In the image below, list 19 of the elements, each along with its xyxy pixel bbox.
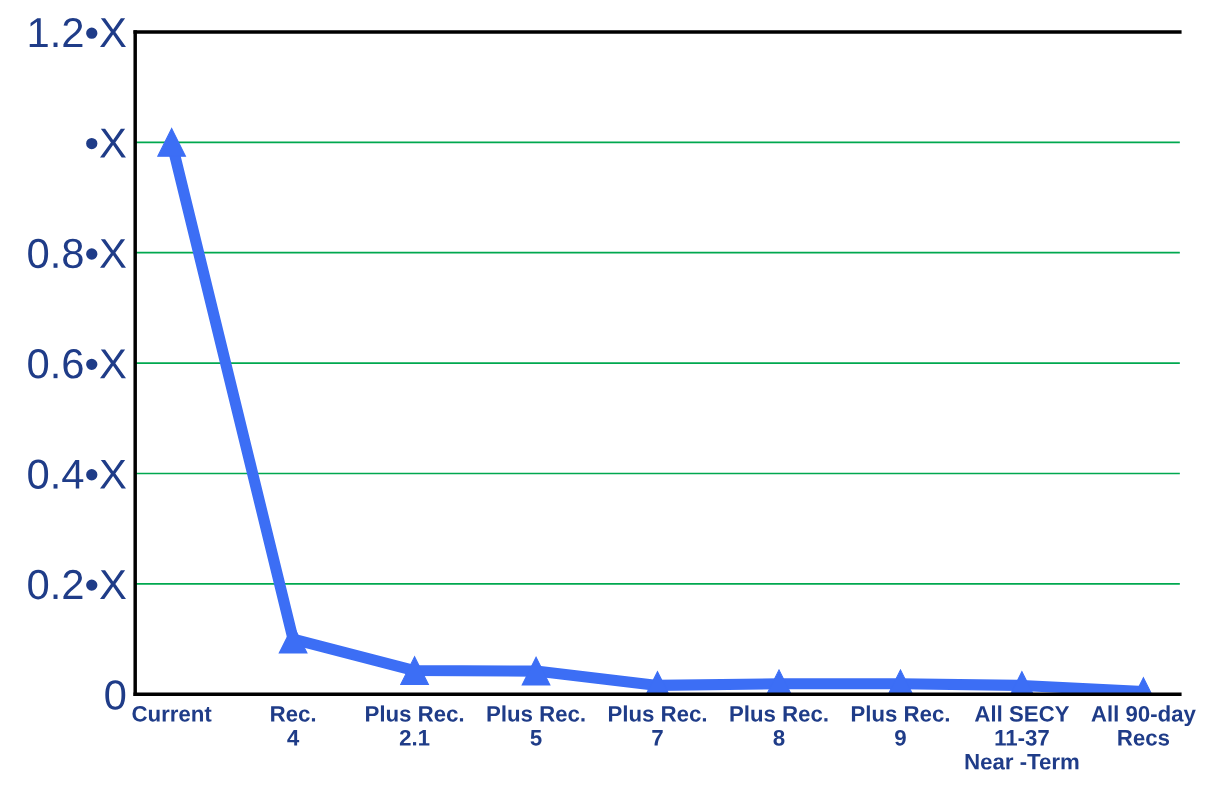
x-tick-label: Rec. 4 xyxy=(271,706,316,746)
y-tick-label: 0.2•X xyxy=(28,569,126,600)
y-tick-label: •X xyxy=(86,128,126,158)
x-tick-label: Plus Rec. 2.1 xyxy=(366,705,464,746)
x-tick-label: Plus Rec. 5 xyxy=(487,705,585,746)
x-tick-label: Plus Rec. 9 xyxy=(851,705,949,746)
y-tick-label: 0.8•X xyxy=(28,238,126,269)
point xyxy=(157,127,187,157)
point xyxy=(521,656,551,686)
x-tick-label: Current xyxy=(132,705,212,722)
x-tick-label: All SECY 11-37 Near -Term xyxy=(965,705,1079,770)
y-tick-label: 0 xyxy=(105,680,126,710)
y-tick-label: 0.6•X xyxy=(28,349,126,379)
x-tick-label: Plus Rec. 7 xyxy=(608,705,707,746)
y-tick-label: 1.2•X xyxy=(29,17,126,48)
x-tick-label: All 90-day Recs xyxy=(1091,705,1196,746)
x-tick-label: Plus Rec. 8 xyxy=(730,705,828,746)
point xyxy=(400,656,429,685)
y-tick-label: 0.4•X xyxy=(28,459,126,489)
